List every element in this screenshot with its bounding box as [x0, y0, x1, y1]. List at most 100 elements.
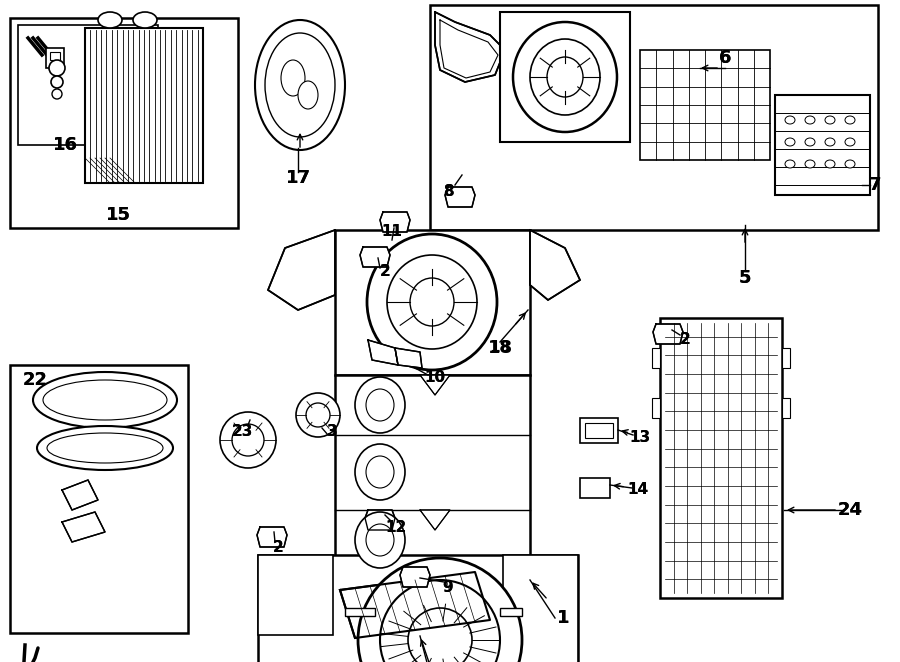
- Bar: [500, 12, 630, 142]
- Ellipse shape: [298, 81, 318, 109]
- Ellipse shape: [410, 278, 454, 326]
- Bar: [585, 423, 613, 438]
- Ellipse shape: [355, 444, 405, 500]
- Text: 2: 2: [273, 540, 284, 555]
- Ellipse shape: [358, 558, 522, 662]
- Text: 14: 14: [627, 483, 649, 498]
- Ellipse shape: [845, 160, 855, 168]
- Bar: [46, 48, 64, 68]
- Text: 3: 3: [327, 424, 338, 440]
- Ellipse shape: [355, 377, 405, 433]
- Ellipse shape: [306, 403, 330, 427]
- Text: 24: 24: [838, 501, 862, 519]
- Text: 14: 14: [627, 483, 649, 498]
- Ellipse shape: [281, 60, 305, 96]
- Text: 8: 8: [443, 185, 454, 199]
- Polygon shape: [268, 230, 335, 310]
- Text: 22: 22: [22, 371, 48, 389]
- Ellipse shape: [547, 57, 583, 97]
- Text: 17: 17: [285, 169, 310, 187]
- Ellipse shape: [845, 138, 855, 146]
- Text: 3: 3: [327, 424, 338, 440]
- Text: 12: 12: [385, 520, 407, 536]
- Bar: [660, 318, 782, 598]
- Polygon shape: [360, 247, 390, 267]
- Text: 23: 23: [231, 424, 253, 440]
- Text: 6: 6: [719, 49, 731, 67]
- Text: 5: 5: [739, 269, 752, 287]
- Text: 2: 2: [273, 540, 284, 555]
- Ellipse shape: [785, 138, 795, 146]
- Ellipse shape: [805, 160, 815, 168]
- Text: 7: 7: [868, 176, 881, 194]
- Text: 1: 1: [557, 609, 569, 627]
- Text: 2: 2: [380, 265, 391, 279]
- Text: 2: 2: [680, 332, 690, 348]
- Bar: [775, 95, 870, 195]
- Text: 18: 18: [490, 340, 510, 355]
- Text: 12: 12: [385, 520, 407, 536]
- Polygon shape: [530, 230, 580, 300]
- Ellipse shape: [530, 39, 600, 115]
- Bar: [10, 18, 238, 228]
- Text: 13: 13: [629, 430, 651, 446]
- Ellipse shape: [98, 12, 122, 28]
- Bar: [335, 230, 530, 375]
- Text: 7: 7: [868, 176, 881, 194]
- Text: 11: 11: [382, 224, 402, 240]
- Polygon shape: [420, 510, 450, 530]
- Bar: [580, 418, 618, 443]
- Ellipse shape: [232, 424, 264, 456]
- Ellipse shape: [380, 580, 500, 662]
- Text: 10: 10: [425, 371, 446, 385]
- Text: 16: 16: [52, 136, 77, 154]
- Text: 15: 15: [105, 206, 130, 224]
- Text: 24: 24: [838, 501, 862, 519]
- Ellipse shape: [785, 160, 795, 168]
- Polygon shape: [653, 324, 683, 344]
- Bar: [652, 348, 660, 368]
- Text: 13: 13: [629, 430, 651, 446]
- Text: 22: 22: [22, 371, 48, 389]
- Bar: [258, 555, 578, 662]
- Ellipse shape: [785, 116, 795, 124]
- Ellipse shape: [296, 393, 340, 437]
- Ellipse shape: [845, 116, 855, 124]
- Bar: [50, 52, 60, 60]
- Bar: [345, 608, 375, 616]
- Bar: [782, 348, 790, 368]
- Text: 15: 15: [105, 206, 130, 224]
- Ellipse shape: [255, 20, 345, 150]
- Text: 11: 11: [382, 224, 402, 240]
- Polygon shape: [62, 480, 98, 510]
- Ellipse shape: [805, 138, 815, 146]
- Polygon shape: [395, 348, 422, 368]
- Bar: [85, 28, 203, 183]
- Bar: [258, 555, 333, 635]
- Polygon shape: [400, 567, 430, 587]
- Polygon shape: [62, 512, 105, 542]
- Ellipse shape: [387, 255, 477, 349]
- Ellipse shape: [355, 512, 405, 568]
- Polygon shape: [420, 375, 450, 395]
- Ellipse shape: [43, 380, 167, 420]
- Text: 1: 1: [557, 609, 569, 627]
- Ellipse shape: [52, 89, 62, 99]
- Text: 2: 2: [380, 265, 391, 279]
- Polygon shape: [368, 340, 398, 365]
- Ellipse shape: [513, 22, 617, 132]
- Ellipse shape: [133, 12, 157, 28]
- Text: 9: 9: [443, 581, 454, 596]
- Polygon shape: [257, 527, 287, 547]
- Ellipse shape: [33, 372, 177, 428]
- Bar: [640, 50, 770, 160]
- Bar: [782, 398, 790, 418]
- Ellipse shape: [51, 76, 63, 88]
- Bar: [652, 398, 660, 418]
- Text: 17: 17: [285, 169, 310, 187]
- Ellipse shape: [367, 234, 497, 370]
- Ellipse shape: [805, 116, 815, 124]
- Text: 2: 2: [680, 332, 690, 348]
- Ellipse shape: [220, 412, 276, 468]
- Ellipse shape: [408, 608, 472, 662]
